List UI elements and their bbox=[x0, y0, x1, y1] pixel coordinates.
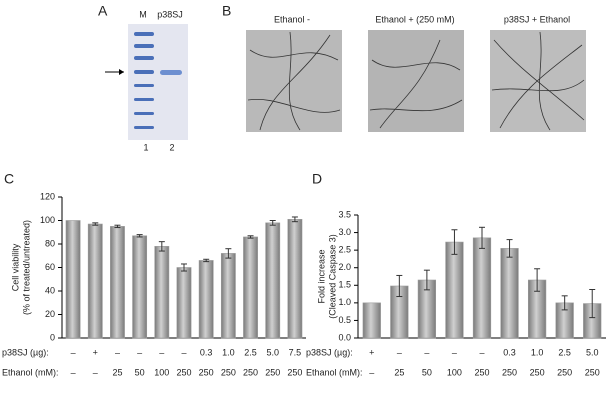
row-cell: + bbox=[369, 347, 374, 357]
panel-letter: B bbox=[222, 3, 231, 19]
lane-label: p38SJ bbox=[157, 9, 183, 19]
bar bbox=[198, 260, 214, 339]
y-tick-label: 120 bbox=[40, 191, 55, 201]
panel-letter: C bbox=[4, 171, 14, 187]
lane-number: 2 bbox=[169, 142, 174, 152]
row-cell: – bbox=[181, 347, 186, 357]
row-cell: – bbox=[479, 347, 484, 357]
y-tick-label: 3.5 bbox=[338, 209, 351, 219]
row-cell: – bbox=[71, 347, 76, 357]
row-label: p38SJ (µg): bbox=[2, 347, 49, 357]
y-tick-label: 0.0 bbox=[338, 332, 351, 342]
y-tick-label: 2.0 bbox=[338, 262, 351, 272]
row-cell: 250 bbox=[502, 367, 517, 377]
y-tick-label: 2.5 bbox=[338, 245, 351, 255]
bar bbox=[176, 267, 192, 339]
y-tick-label: 80 bbox=[45, 238, 55, 248]
bar bbox=[362, 302, 381, 339]
row-cell: 250 bbox=[176, 367, 191, 377]
row-cell: 250 bbox=[287, 367, 302, 377]
row-cell: 250 bbox=[585, 367, 600, 377]
gel-bands bbox=[134, 32, 182, 129]
row-cell: – bbox=[71, 367, 76, 377]
image-caption: Ethanol + (250 mM) bbox=[375, 14, 454, 24]
y-tick-label: 0 bbox=[50, 332, 55, 342]
row-cell: 250 bbox=[265, 367, 280, 377]
bar bbox=[65, 220, 81, 339]
y-tick-label: 3.0 bbox=[338, 227, 351, 237]
row-cell: – bbox=[424, 347, 429, 357]
row-cell: – bbox=[137, 347, 142, 357]
row-cell: – bbox=[369, 367, 374, 377]
y-axis-title: Fold increase bbox=[316, 249, 326, 303]
lane-number: 1 bbox=[143, 142, 148, 152]
row-cell: – bbox=[397, 347, 402, 357]
row-label: Ethanol (mM): bbox=[306, 367, 363, 377]
lane-label: M bbox=[139, 9, 147, 19]
row-cell: – bbox=[159, 347, 164, 357]
row-cell: 250 bbox=[243, 367, 258, 377]
row-cell: 2.5 bbox=[244, 347, 257, 357]
row-cell: 5.0 bbox=[266, 347, 279, 357]
row-cell: 100 bbox=[154, 367, 169, 377]
bar bbox=[472, 237, 492, 339]
image-caption: Ethanol - bbox=[274, 14, 310, 24]
row-cell: 1.0 bbox=[531, 347, 544, 357]
y-axis-title: Cell viability bbox=[10, 243, 20, 291]
row-cell: 25 bbox=[112, 367, 122, 377]
bar bbox=[445, 241, 464, 339]
row-cell: 250 bbox=[474, 367, 489, 377]
bar bbox=[500, 248, 519, 339]
row-cell: 7.5 bbox=[289, 347, 302, 357]
row-cell: 100 bbox=[447, 367, 462, 377]
y-axis-title: (% of treated/untreated) bbox=[21, 220, 31, 315]
row-cell: + bbox=[93, 347, 98, 357]
arrow-head bbox=[119, 69, 124, 75]
panel-letter: A bbox=[98, 3, 108, 19]
bar bbox=[87, 223, 103, 339]
row-label: Ethanol (mM): bbox=[2, 367, 59, 377]
row-cell: 250 bbox=[530, 367, 545, 377]
row-cell: 50 bbox=[135, 367, 145, 377]
gel bbox=[128, 24, 188, 140]
row-cell: 5.0 bbox=[586, 347, 599, 357]
row-cell: 25 bbox=[394, 367, 404, 377]
bar bbox=[265, 222, 281, 339]
row-label: p38SJ (µg): bbox=[306, 347, 353, 357]
row-cell: – bbox=[93, 367, 98, 377]
bar bbox=[287, 219, 303, 339]
row-cell: 0.3 bbox=[503, 347, 516, 357]
y-tick-label: 40 bbox=[45, 285, 55, 295]
row-cell: 250 bbox=[199, 367, 214, 377]
y-tick-label: 100 bbox=[40, 215, 55, 225]
bar bbox=[154, 246, 170, 339]
y-tick-label: 1.5 bbox=[338, 280, 351, 290]
row-cell: 250 bbox=[557, 367, 572, 377]
row-cell: 2.5 bbox=[558, 347, 571, 357]
image-caption: p38SJ + Ethanol bbox=[504, 14, 570, 24]
bar bbox=[243, 236, 258, 339]
y-tick-label: 20 bbox=[45, 309, 55, 319]
row-cell: 0.3 bbox=[200, 347, 213, 357]
y-tick-label: 60 bbox=[45, 262, 55, 272]
bar bbox=[110, 226, 125, 339]
row-cell: 50 bbox=[422, 367, 432, 377]
row-cell: – bbox=[452, 347, 457, 357]
panel-letter: D bbox=[312, 171, 322, 187]
row-cell: 250 bbox=[221, 367, 236, 377]
y-axis-title: (Cleaved Caspase 3) bbox=[327, 234, 337, 319]
micrographs bbox=[246, 30, 586, 132]
row-cell: 1.0 bbox=[222, 347, 235, 357]
bar bbox=[132, 235, 148, 339]
bar bbox=[220, 253, 236, 339]
y-tick-label: 0.5 bbox=[338, 315, 351, 325]
row-cell: – bbox=[115, 347, 120, 357]
y-tick-label: 1.0 bbox=[338, 297, 351, 307]
